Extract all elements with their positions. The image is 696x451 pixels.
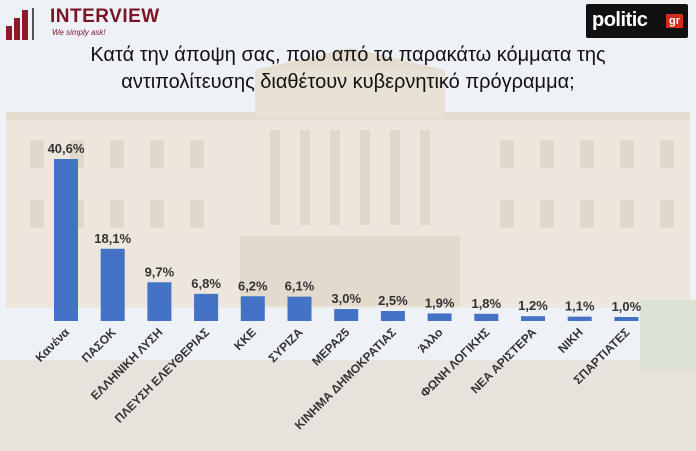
bar-9	[474, 313, 499, 321]
bar-0	[54, 159, 78, 321]
interview-logo-text: INTERVIEW	[50, 6, 160, 27]
chart-title-line-1: Κατά την άποψη σας, ποιο από τα παρακάτω…	[90, 44, 606, 66]
data-label-12: 1,0%	[612, 299, 642, 314]
chart-title-line-2: αντιπολίτευσης διαθέτουν κυβερνητικό πρό…	[121, 71, 575, 93]
data-label-7: 2,5%	[378, 293, 408, 308]
bar-5	[287, 296, 312, 321]
data-label-4: 6,2%	[238, 278, 268, 293]
category-label-1: ΠΑΣΟΚ	[79, 325, 119, 365]
category-label-5: ΣΥΡΙΖΑ	[266, 325, 306, 365]
category-label-0: Κανένα	[33, 325, 73, 365]
politic-logo-text: politic	[592, 9, 648, 31]
bar-10	[521, 316, 545, 321]
category-label-4: ΚΚΕ	[231, 325, 259, 353]
interview-logo: INTERVIEW We simply ask!	[6, 6, 176, 42]
data-label-11: 1,1%	[565, 299, 595, 314]
bar-8	[427, 313, 452, 321]
data-label-1: 18,1%	[94, 231, 131, 246]
bar-12	[614, 317, 639, 321]
bar-1	[100, 248, 125, 321]
politic-logo-gr-badge: gr	[666, 14, 683, 28]
data-label-0: 40,6%	[48, 141, 85, 156]
data-label-8: 1,9%	[425, 295, 455, 310]
politic-gr-logo: politic gr	[586, 4, 688, 38]
bar-2	[147, 282, 172, 321]
data-label-10: 1,2%	[518, 298, 548, 313]
interview-logo-tagline: We simply ask!	[52, 28, 106, 37]
data-label-5: 6,1%	[285, 279, 315, 294]
data-label-6: 3,0%	[331, 291, 361, 306]
chart-title: Κατά την άποψη σας, ποιο από τα παρακάτω…	[0, 42, 696, 96]
data-label-2: 9,7%	[145, 264, 175, 279]
category-label-3: ΠΛΕΥΣΗ ΕΛΕΥΘΕΡΙΑΣ	[112, 325, 212, 425]
interview-logo-bars-icon	[6, 8, 40, 40]
bar-7	[380, 311, 405, 321]
bar-4	[240, 296, 265, 321]
data-label-9: 1,8%	[471, 296, 501, 311]
bar-11	[567, 316, 592, 321]
bar-3	[194, 293, 219, 321]
category-label-11: ΝΙΚΗ	[555, 325, 586, 356]
data-label-3: 6,8%	[191, 276, 221, 291]
category-label-6: ΜΕΡΑ25	[309, 325, 352, 368]
bar-6	[334, 309, 359, 321]
category-label-8: Άλλο	[415, 325, 446, 356]
